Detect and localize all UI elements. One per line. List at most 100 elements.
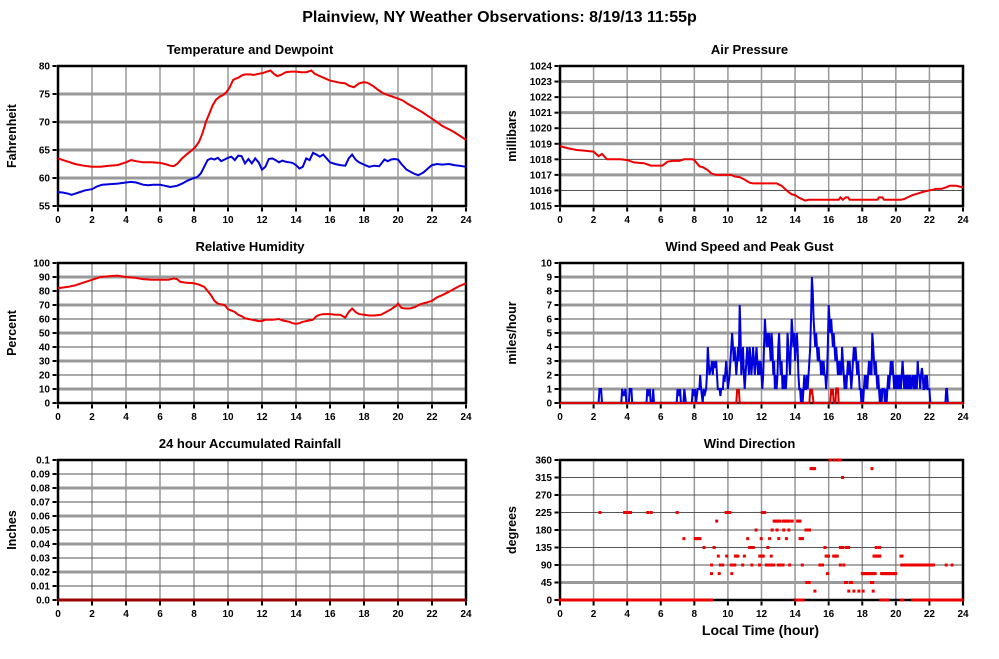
y-tick-label: 1021 — [530, 108, 553, 119]
x-tick-label: 2 — [591, 609, 597, 620]
wind-direction-point — [675, 511, 679, 514]
x-tick-label: 14 — [790, 215, 802, 226]
chart-title-air-pressure: Air Pressure — [710, 42, 789, 57]
wind-speed-gust-plot: 0 2 4 6 8 10 12 14 16 18 20 22 24012345678910miles/h… — [505, 259, 969, 424]
y-tick-label: 1 — [546, 385, 552, 396]
wind-direction-point — [950, 563, 954, 567]
wind-direction-point — [798, 519, 802, 523]
x-tick-label: 24 — [957, 215, 969, 226]
wind-direction-point — [716, 554, 720, 558]
wind-direction-point — [769, 554, 773, 558]
y-tick-label: 0 — [546, 596, 552, 607]
y-tick-label: 80 — [39, 287, 51, 298]
x-tick-label: 6 — [658, 215, 664, 226]
wind-direction-point — [788, 563, 792, 567]
y-tick-label: 2 — [546, 371, 552, 382]
x-tick-label: 4 — [624, 215, 630, 226]
wind-direction-point — [845, 581, 849, 584]
y-tick-label: 0.09 — [31, 470, 51, 481]
wind-direction-point — [770, 528, 774, 532]
y-tick-label: 1015 — [530, 202, 553, 213]
x-tick-label: 16 — [324, 609, 336, 620]
x-tick-label: 12 — [256, 412, 268, 423]
wind-direction-point — [759, 537, 763, 541]
wind-direction-point — [787, 519, 791, 523]
y-tick-label: 80 — [39, 62, 51, 73]
x-tick-label: 2 — [89, 412, 95, 423]
y-axis-label: Fahrenheit — [5, 103, 19, 168]
wind-direction-point — [852, 589, 856, 593]
wind-direction-point — [874, 546, 878, 549]
x-tick-label: 10 — [722, 215, 734, 226]
humidity-line — [57, 274, 467, 325]
y-axis-label: Percent — [5, 309, 19, 356]
x-tick-label: 10 — [222, 412, 234, 423]
x-tick-label: 14 — [290, 412, 302, 423]
y-tick-label: 270 — [535, 491, 552, 502]
x-tick-label: 20 — [392, 215, 404, 226]
x-tick-label: 20 — [392, 609, 404, 620]
y-tick-label: 0.07 — [31, 498, 51, 509]
y-tick-label: 5 — [546, 329, 552, 340]
x-tick-label: 16 — [823, 609, 835, 620]
wind-direction-point — [790, 519, 794, 523]
pressure-line — [559, 145, 964, 202]
plot-border — [558, 458, 965, 602]
x-tick-label: 22 — [924, 412, 936, 423]
y-tick-label: 1018 — [530, 155, 553, 166]
y-tick-label: 0.0 — [36, 596, 50, 607]
y-tick-label: 60 — [39, 315, 51, 326]
wind-direction-point — [736, 554, 740, 558]
wind-direction-point — [901, 598, 905, 602]
y-tick-label: 90 — [541, 561, 553, 572]
y-tick-label: 1019 — [530, 139, 553, 150]
x-tick-label: 20 — [392, 412, 404, 423]
wind-direction-point — [766, 546, 770, 549]
wind-direction-point — [881, 598, 885, 602]
wind-direction-point — [870, 467, 874, 471]
y-tick-label: 1016 — [530, 186, 553, 197]
rainfall-plot: 0 2 4 6 8 10 12 14 16 18 20 22 240.00.010.020.030.04… — [5, 456, 472, 621]
x-tick-label: 12 — [256, 215, 268, 226]
y-tick-label: 4 — [546, 343, 552, 354]
y-tick-label: 0.06 — [31, 512, 51, 523]
x-tick-label: 6 — [157, 609, 163, 620]
x-tick-label: 22 — [426, 412, 438, 423]
wind-direction-point — [751, 546, 755, 549]
wind-direction-point — [878, 554, 882, 558]
y-tick-label: 40 — [39, 343, 51, 354]
x-tick-label: 18 — [358, 215, 370, 226]
chart-temperature-dewpoint: Temperature and Dewpoint 0 2 4 6 8 10 12 14 16 18… — [0, 33, 500, 230]
wind-direction-point — [775, 528, 779, 532]
wind-direction-point — [850, 581, 854, 584]
wind-direction-point — [894, 572, 898, 576]
x-tick-label: 16 — [324, 215, 336, 226]
x-tick-label: 24 — [460, 412, 472, 423]
y-axis-label: degrees — [505, 506, 519, 554]
wind-direction-point — [826, 572, 829, 576]
wind-direction-point — [717, 572, 721, 576]
wind-direction-point — [871, 589, 875, 593]
wind-direction-point — [721, 563, 725, 567]
y-tick-label: 1017 — [530, 170, 553, 181]
y-tick-label: 1020 — [530, 124, 553, 135]
wind-direction-point — [598, 511, 602, 514]
wind-direction-point — [772, 563, 776, 567]
chart-air-pressure: Air Pressure 0 2 4 6 8 10 12 14 16 18 20 22 24 1015 10… — [500, 33, 999, 230]
x-tick-label: 18 — [857, 215, 869, 226]
wind-direction-point — [710, 598, 713, 602]
wind-direction-point — [922, 598, 926, 602]
wind-direction-point — [710, 572, 713, 576]
plot-border — [56, 64, 468, 208]
y-tick-label: 225 — [535, 508, 552, 519]
y-tick-label: 45 — [541, 578, 553, 589]
x-tick-label: 4 — [123, 215, 129, 226]
chart-rainfall: 24 hour Accumulated Rainfall 0 2 4 6 8 10 12 14… — [0, 427, 500, 638]
x-tick-label: 22 — [924, 215, 936, 226]
y-axis-label: Inches — [5, 510, 19, 550]
y-axis-label: millibars — [505, 110, 519, 161]
x-tick-label: 14 — [290, 215, 302, 226]
chart-wind-speed-gust: Wind Speed and Peak Gust 0 2 4 6 8 10 12 14 16 18… — [500, 230, 999, 427]
x-tick-label: 8 — [692, 412, 698, 423]
